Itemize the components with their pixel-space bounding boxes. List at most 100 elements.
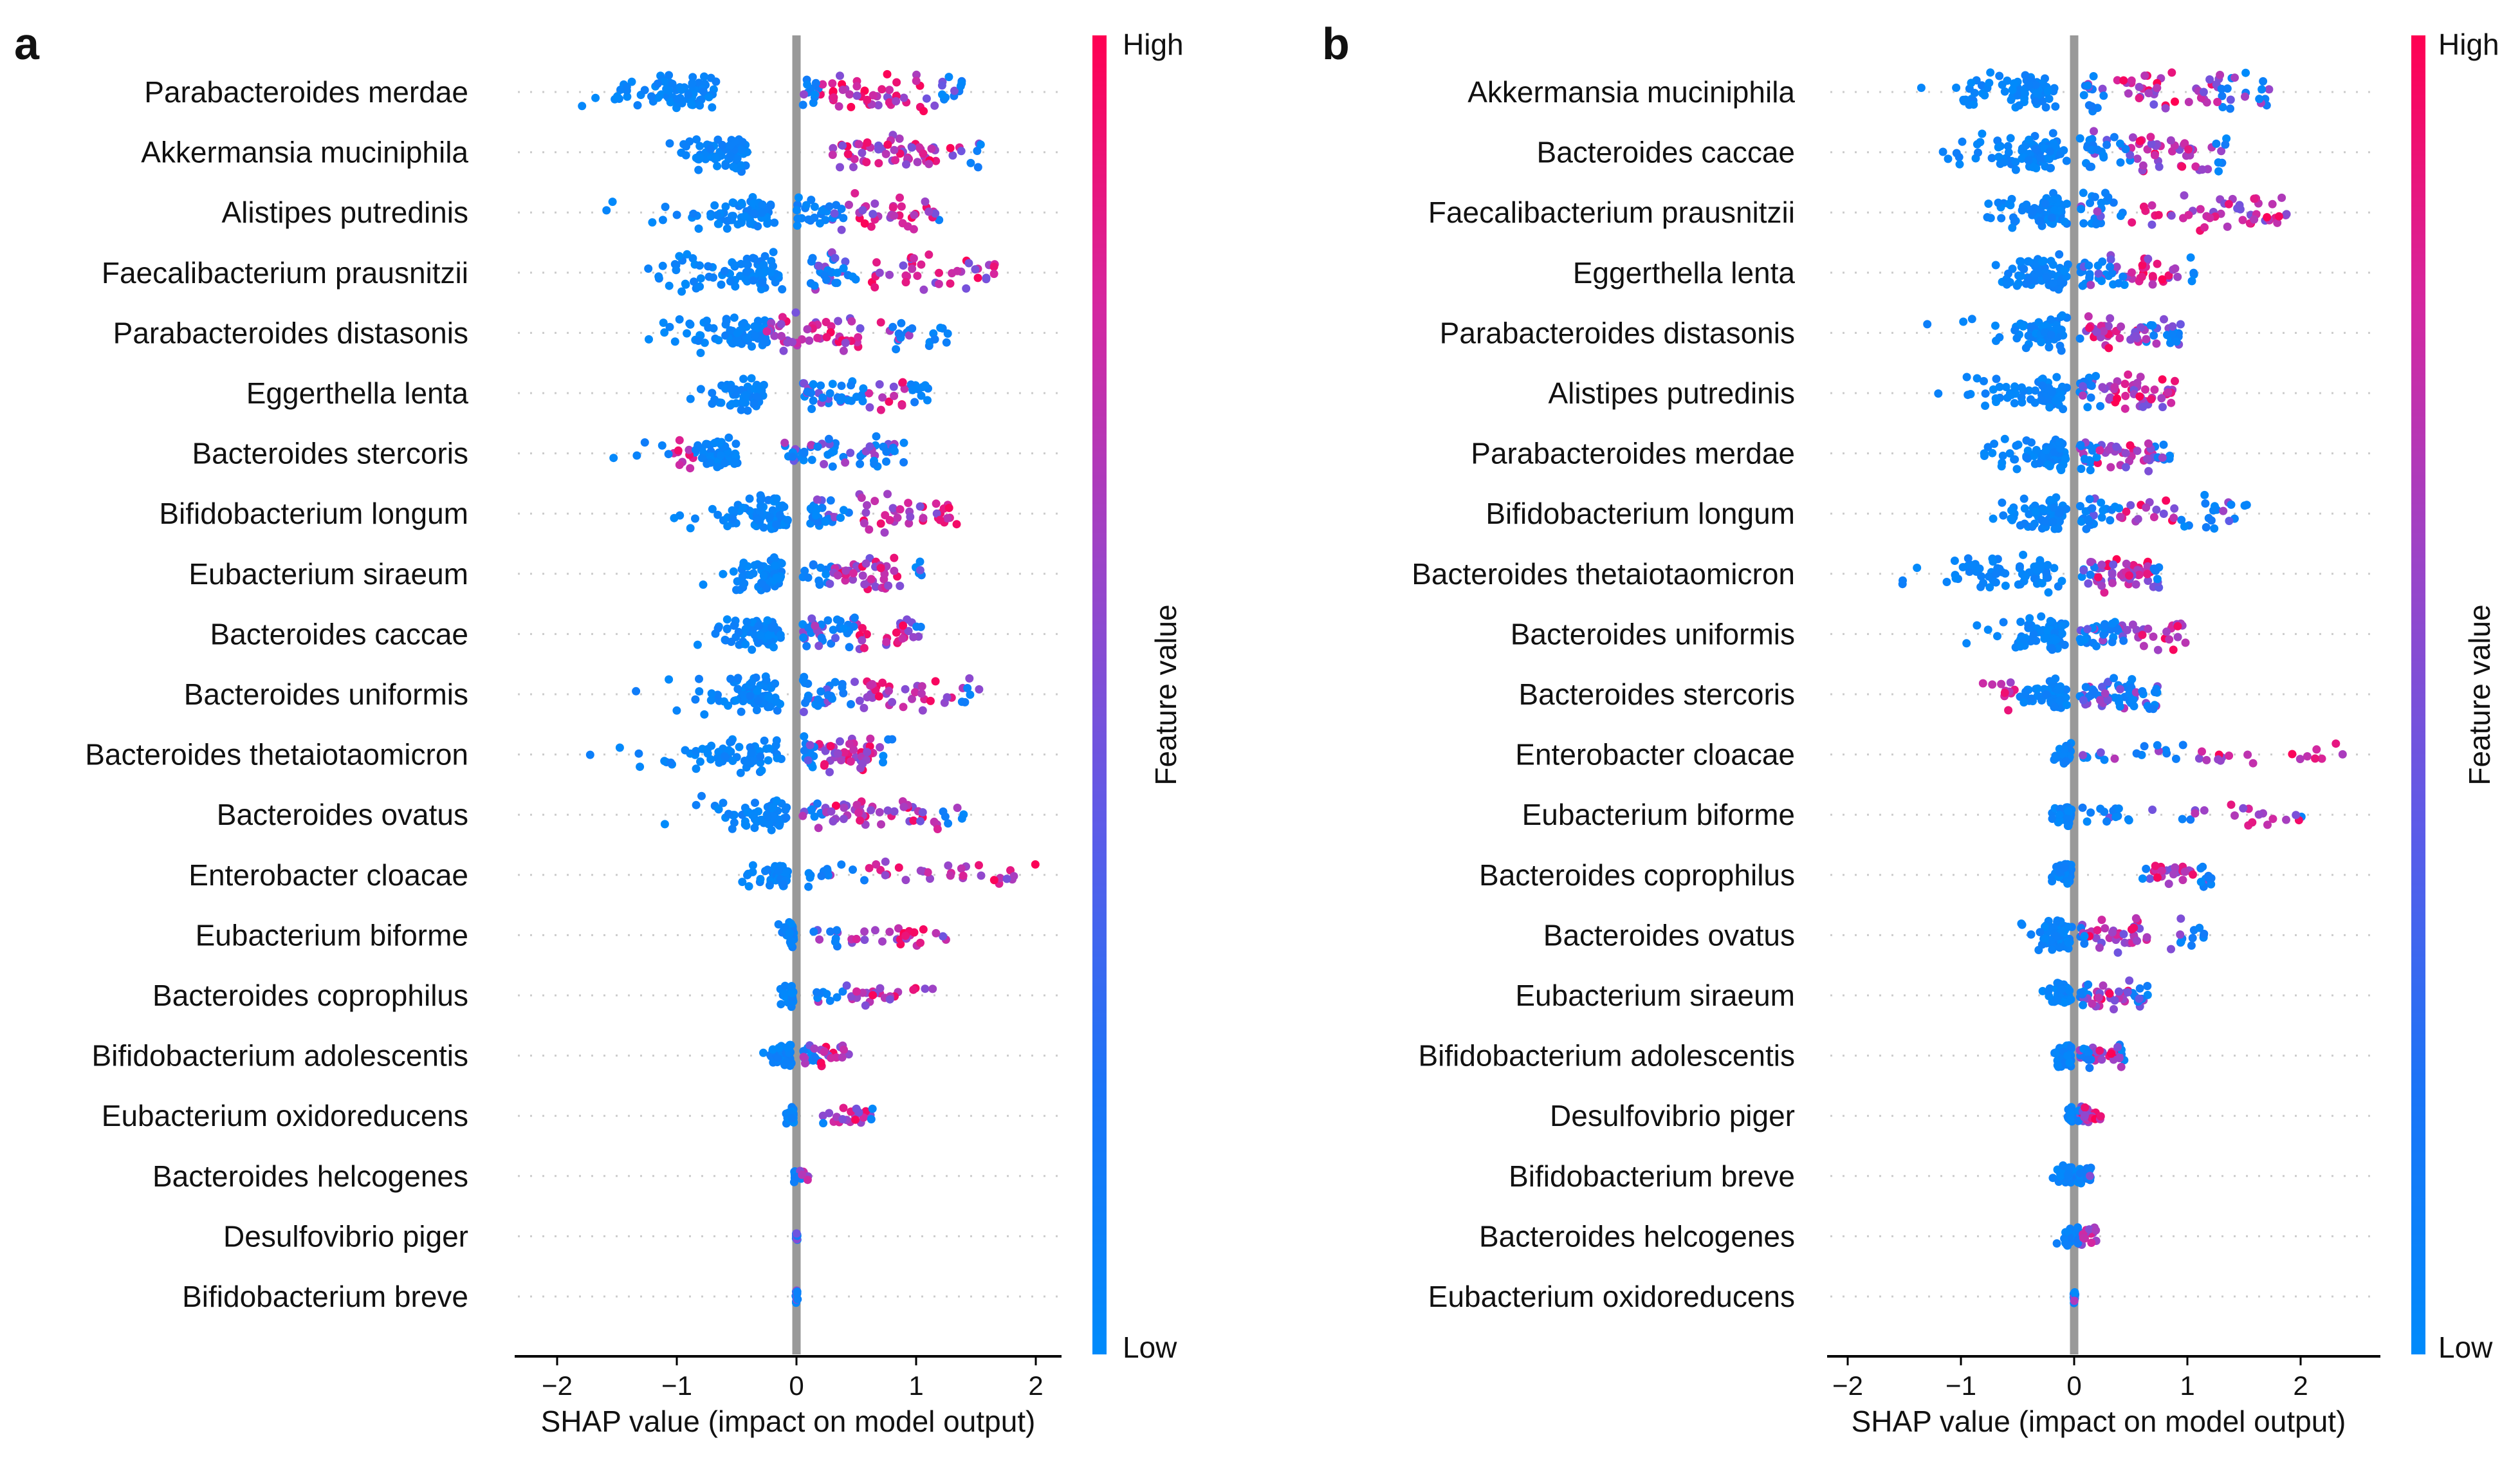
shap-point <box>845 739 854 748</box>
shap-point <box>847 102 856 111</box>
shap-point <box>2214 167 2223 176</box>
shap-point <box>2085 273 2094 282</box>
shap-point <box>729 162 738 171</box>
shap-point <box>868 1104 877 1113</box>
shap-point <box>740 318 748 328</box>
shap-point <box>2064 938 2073 947</box>
shap-point <box>2056 1172 2065 1181</box>
shap-point <box>2081 683 2090 692</box>
shap-point <box>896 582 905 591</box>
shap-point <box>837 382 846 391</box>
shap-point <box>930 101 939 110</box>
shap-point <box>2168 329 2177 338</box>
shap-point <box>867 806 876 815</box>
shap-point <box>2187 277 2196 286</box>
shap-point <box>736 272 744 281</box>
shap-point <box>2101 924 2110 933</box>
shap-point <box>826 742 835 751</box>
shap-point <box>743 406 752 415</box>
shap-point <box>733 685 742 694</box>
shap-point <box>769 802 778 811</box>
shap-point <box>660 820 669 829</box>
shap-point <box>2142 335 2151 344</box>
shap-point <box>2111 813 2120 822</box>
shap-point <box>839 264 848 273</box>
shap-point <box>2148 272 2157 281</box>
shap-point <box>2131 914 2140 923</box>
shap-point <box>2010 326 2019 335</box>
shap-point <box>860 519 869 528</box>
shap-point <box>2002 280 2011 289</box>
shap-point <box>898 634 907 643</box>
shap-point <box>876 564 885 573</box>
shap-point <box>809 380 818 389</box>
shap-point <box>667 758 676 767</box>
shap-point <box>696 274 705 283</box>
panel-a-colorbar <box>1092 35 1107 1354</box>
shap-point <box>2125 976 2134 985</box>
shap-point <box>695 261 704 270</box>
shap-point <box>732 586 740 595</box>
shap-point <box>2188 934 2197 943</box>
shap-point <box>2079 1233 2088 1242</box>
shap-point <box>2050 703 2059 712</box>
shap-point <box>2119 930 2128 939</box>
shap-point <box>2277 193 2286 202</box>
shap-point <box>773 1054 782 1063</box>
shap-point <box>938 90 946 99</box>
shap-point <box>975 861 983 870</box>
shap-point <box>2292 811 2301 820</box>
shap-point <box>686 464 695 473</box>
shap-point <box>2044 987 2053 996</box>
shap-point <box>901 931 910 940</box>
x-tick-label: 1 <box>908 1370 923 1401</box>
shap-point <box>710 439 719 447</box>
shap-point <box>894 329 903 338</box>
shap-point <box>2149 513 2158 522</box>
shap-point <box>899 93 908 102</box>
shap-point <box>1993 136 2002 145</box>
shap-point <box>890 145 899 154</box>
shap-point <box>1967 560 1976 569</box>
shap-point <box>2148 280 2157 289</box>
shap-point <box>775 1044 784 1052</box>
shap-point <box>2046 315 2056 324</box>
shap-point <box>770 218 779 227</box>
shap-point <box>2162 627 2171 636</box>
shap-point <box>962 284 971 293</box>
shap-point <box>869 991 878 1000</box>
shap-point <box>966 690 975 699</box>
shap-point <box>2025 135 2034 144</box>
shap-point <box>2101 689 2110 698</box>
shap-point <box>729 567 738 576</box>
shap-point <box>697 791 706 800</box>
shap-point <box>946 871 955 880</box>
shap-point <box>825 389 834 398</box>
shap-point <box>2023 447 2032 455</box>
shap-point <box>2052 635 2061 644</box>
shap-point <box>762 327 771 336</box>
shap-point <box>851 1115 860 1124</box>
shap-point <box>973 147 982 155</box>
shap-point <box>2008 515 2017 524</box>
shap-point <box>2176 914 2185 923</box>
shap-point <box>2207 880 2216 889</box>
shap-point <box>2149 564 2158 573</box>
shap-point <box>865 863 874 872</box>
shap-point <box>839 815 848 824</box>
shap-point <box>2150 688 2159 697</box>
shap-point <box>2268 815 2277 824</box>
shap-point <box>776 631 785 640</box>
shap-point <box>810 812 819 821</box>
feature-label: Bacteroides thetaiotaomicron <box>85 738 468 771</box>
shap-point <box>2127 76 2136 85</box>
shap-point <box>2096 401 2105 411</box>
shap-point <box>733 338 742 347</box>
shap-point <box>757 285 766 293</box>
shap-point <box>2085 456 2094 465</box>
shap-point <box>899 621 908 630</box>
shap-point <box>745 494 754 503</box>
shap-point <box>882 638 891 647</box>
shap-point <box>1997 214 2006 223</box>
